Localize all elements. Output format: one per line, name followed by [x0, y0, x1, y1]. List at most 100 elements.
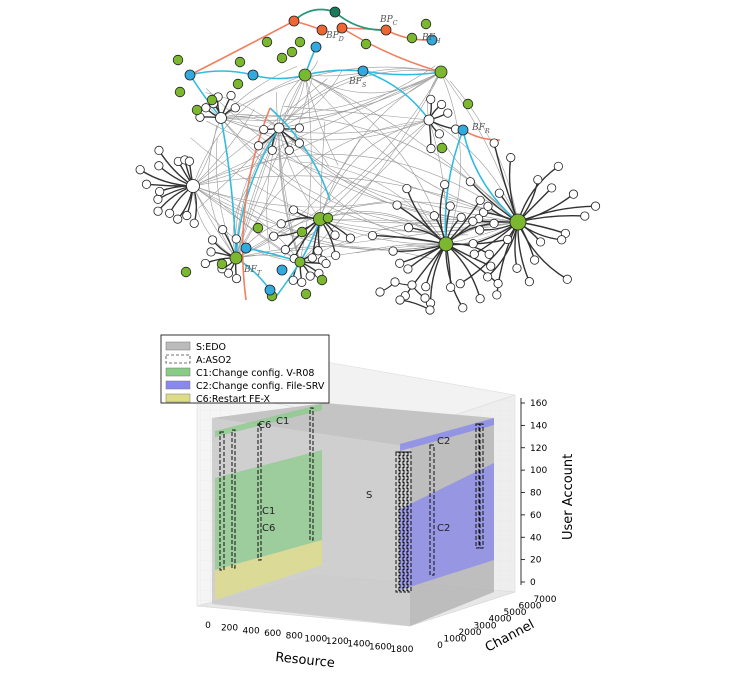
edge-cyan	[269, 107, 331, 201]
region-s-top	[212, 403, 494, 447]
hub-node	[509, 213, 527, 231]
edge-gray	[235, 245, 433, 260]
graph-node-cyan	[247, 69, 259, 81]
graph-node	[465, 177, 475, 187]
graph-nodes	[135, 6, 601, 315]
hub-node	[273, 122, 285, 134]
graph-node-cyan	[240, 242, 252, 254]
edge-gray	[192, 154, 519, 223]
graph-node	[141, 179, 152, 189]
z-tick-label: 0	[530, 578, 536, 588]
graph-node	[206, 247, 216, 257]
region-c1-top	[215, 404, 322, 437]
edge-gray	[235, 127, 280, 259]
graph-node	[429, 211, 439, 221]
graph-node	[294, 138, 304, 148]
graph-node	[557, 235, 567, 245]
graph-node	[345, 233, 356, 243]
graph-node	[173, 214, 183, 224]
graph-node	[154, 161, 164, 171]
a-column	[475, 423, 480, 549]
graph-node-green	[296, 226, 308, 238]
graph-node	[403, 223, 414, 233]
graph-node-green	[252, 222, 264, 234]
edge-gray	[278, 68, 442, 129]
graph-node	[207, 235, 218, 245]
legend-swatch	[165, 393, 191, 403]
legend: S:EDO A:ASO2 C1:Change config. V-R08 C2:Cha…	[160, 334, 330, 405]
graph-node-green	[232, 78, 244, 90]
graph-node	[276, 219, 286, 229]
graph-node-cyan	[310, 41, 322, 53]
graph-node-orange	[336, 22, 348, 34]
a-column	[479, 423, 484, 549]
y-tick-label: 6000	[519, 602, 542, 612]
x-tick-label: 1000	[304, 634, 327, 644]
edge-gray	[406, 221, 519, 248]
graph-node	[330, 230, 340, 240]
graph-node	[493, 278, 503, 289]
x-axis-title: Resource	[275, 650, 336, 671]
legend-swatch	[165, 354, 191, 364]
graph-node	[580, 211, 590, 221]
edge-gray	[304, 74, 339, 166]
z-tick-label: 60	[530, 511, 542, 521]
legend-label: S:EDO	[196, 342, 226, 353]
graph-node	[395, 258, 405, 268]
graph-node-orange	[380, 24, 392, 36]
graph-node	[535, 237, 546, 247]
x-tick-label: 1600	[369, 642, 392, 652]
graph-node	[331, 250, 341, 261]
edge-gray	[278, 70, 442, 129]
region-label-c2-top: C2	[437, 436, 450, 447]
y-tick-label: 2000	[459, 628, 482, 638]
graph-node	[259, 124, 269, 135]
edge-gray	[278, 127, 321, 220]
region-label-c2-mid: C2	[437, 523, 450, 534]
edge-gray	[235, 138, 361, 259]
graph-node	[446, 282, 456, 292]
graph-node-cyan	[357, 65, 369, 77]
graph-node-green	[300, 288, 312, 300]
a-column	[399, 451, 404, 593]
z-tick-label: 20	[530, 556, 542, 566]
a-column	[407, 451, 412, 593]
edge-gray	[206, 120, 519, 223]
graph-node	[165, 208, 175, 218]
graph-node	[201, 103, 211, 113]
graph-node	[155, 186, 165, 197]
region-s-front	[212, 418, 410, 626]
hub-node	[229, 251, 243, 265]
graph-node-teal	[329, 6, 341, 18]
graph-node	[307, 253, 317, 263]
graph-node-green	[462, 98, 474, 110]
graph-node	[420, 293, 430, 303]
edge-gray	[319, 71, 442, 220]
edge-gray	[278, 127, 330, 167]
graph-node	[524, 277, 534, 287]
hub-node	[423, 114, 435, 126]
graph-node	[421, 282, 431, 292]
graph-node	[402, 183, 412, 194]
edge-gray	[249, 207, 447, 251]
legend-label: A:ASO2	[196, 355, 232, 366]
edge-gray	[235, 143, 284, 259]
edge-gray	[319, 121, 326, 220]
edge-gray	[205, 92, 280, 129]
a-column	[309, 407, 314, 541]
edge-gray	[266, 74, 306, 250]
graph-node	[407, 280, 417, 290]
edge-gray	[235, 77, 313, 259]
label-bf-r: BFR	[471, 123, 490, 135]
hub-node	[186, 179, 200, 193]
graph-node	[553, 161, 563, 171]
hub-node	[215, 112, 227, 124]
graph-node	[440, 179, 450, 190]
graph-node	[288, 205, 299, 215]
graph-node-green	[436, 142, 448, 154]
graph-node	[492, 290, 502, 300]
edge-gray	[220, 71, 442, 119]
y-tick-label: 0	[437, 641, 443, 651]
graph-node-green	[420, 18, 432, 30]
a-column	[395, 451, 400, 593]
